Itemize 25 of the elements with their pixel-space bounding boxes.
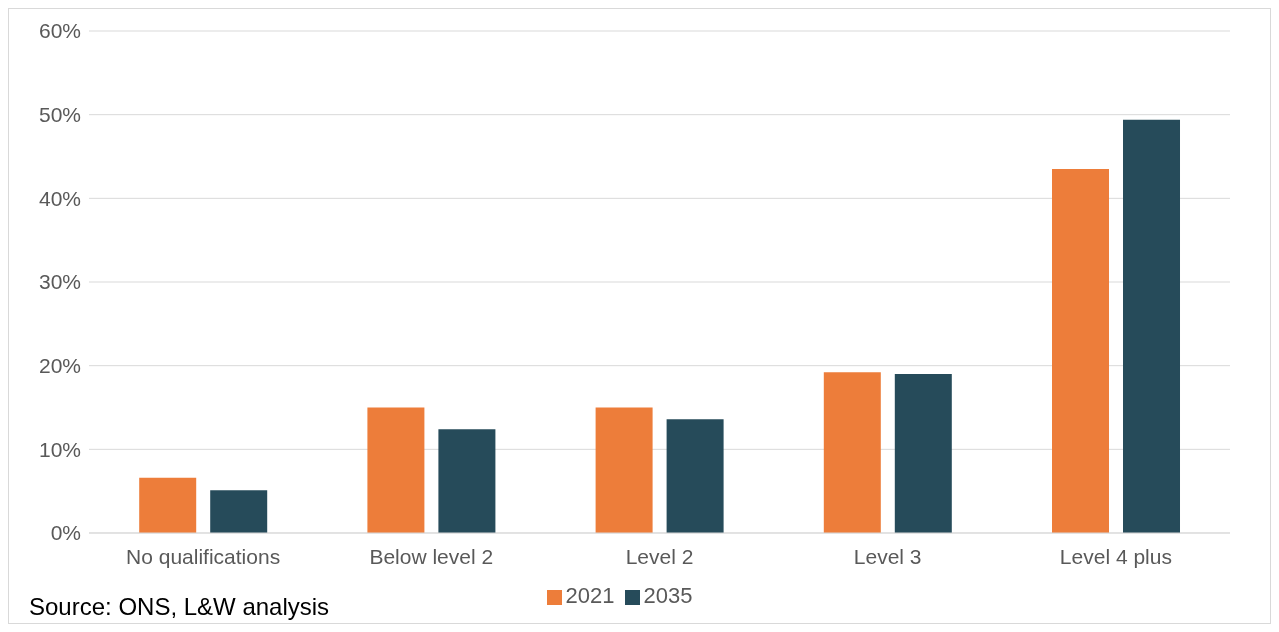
y-tick-label: 30% [38, 270, 81, 294]
y-tick-label: 50% [38, 103, 81, 127]
bar [823, 372, 881, 533]
bar [595, 407, 653, 533]
bar [367, 407, 425, 533]
bar [438, 429, 496, 533]
x-tick-label: Below level 2 [369, 544, 494, 568]
legend-label: 2035 [643, 583, 693, 608]
x-tick-label: Level 4 plus [1059, 544, 1172, 568]
source-note: Source: ONS, L&W analysis [29, 593, 330, 621]
y-tick-label: 10% [38, 437, 81, 461]
bar [139, 477, 197, 533]
y-tick-label: 20% [38, 354, 81, 378]
bar [666, 419, 724, 533]
x-tick-label: Level 2 [625, 544, 694, 568]
bar [210, 490, 268, 533]
y-tick-label: 60% [38, 19, 81, 43]
bar [894, 374, 952, 533]
y-tick-label: 40% [38, 186, 81, 210]
x-tick-label: No qualifications [126, 544, 281, 568]
bar [1123, 119, 1180, 533]
legend-label: 2021 [565, 583, 615, 608]
bar [1052, 169, 1109, 533]
x-tick-label: Level 3 [853, 544, 922, 568]
y-tick-label: 0% [50, 521, 81, 545]
